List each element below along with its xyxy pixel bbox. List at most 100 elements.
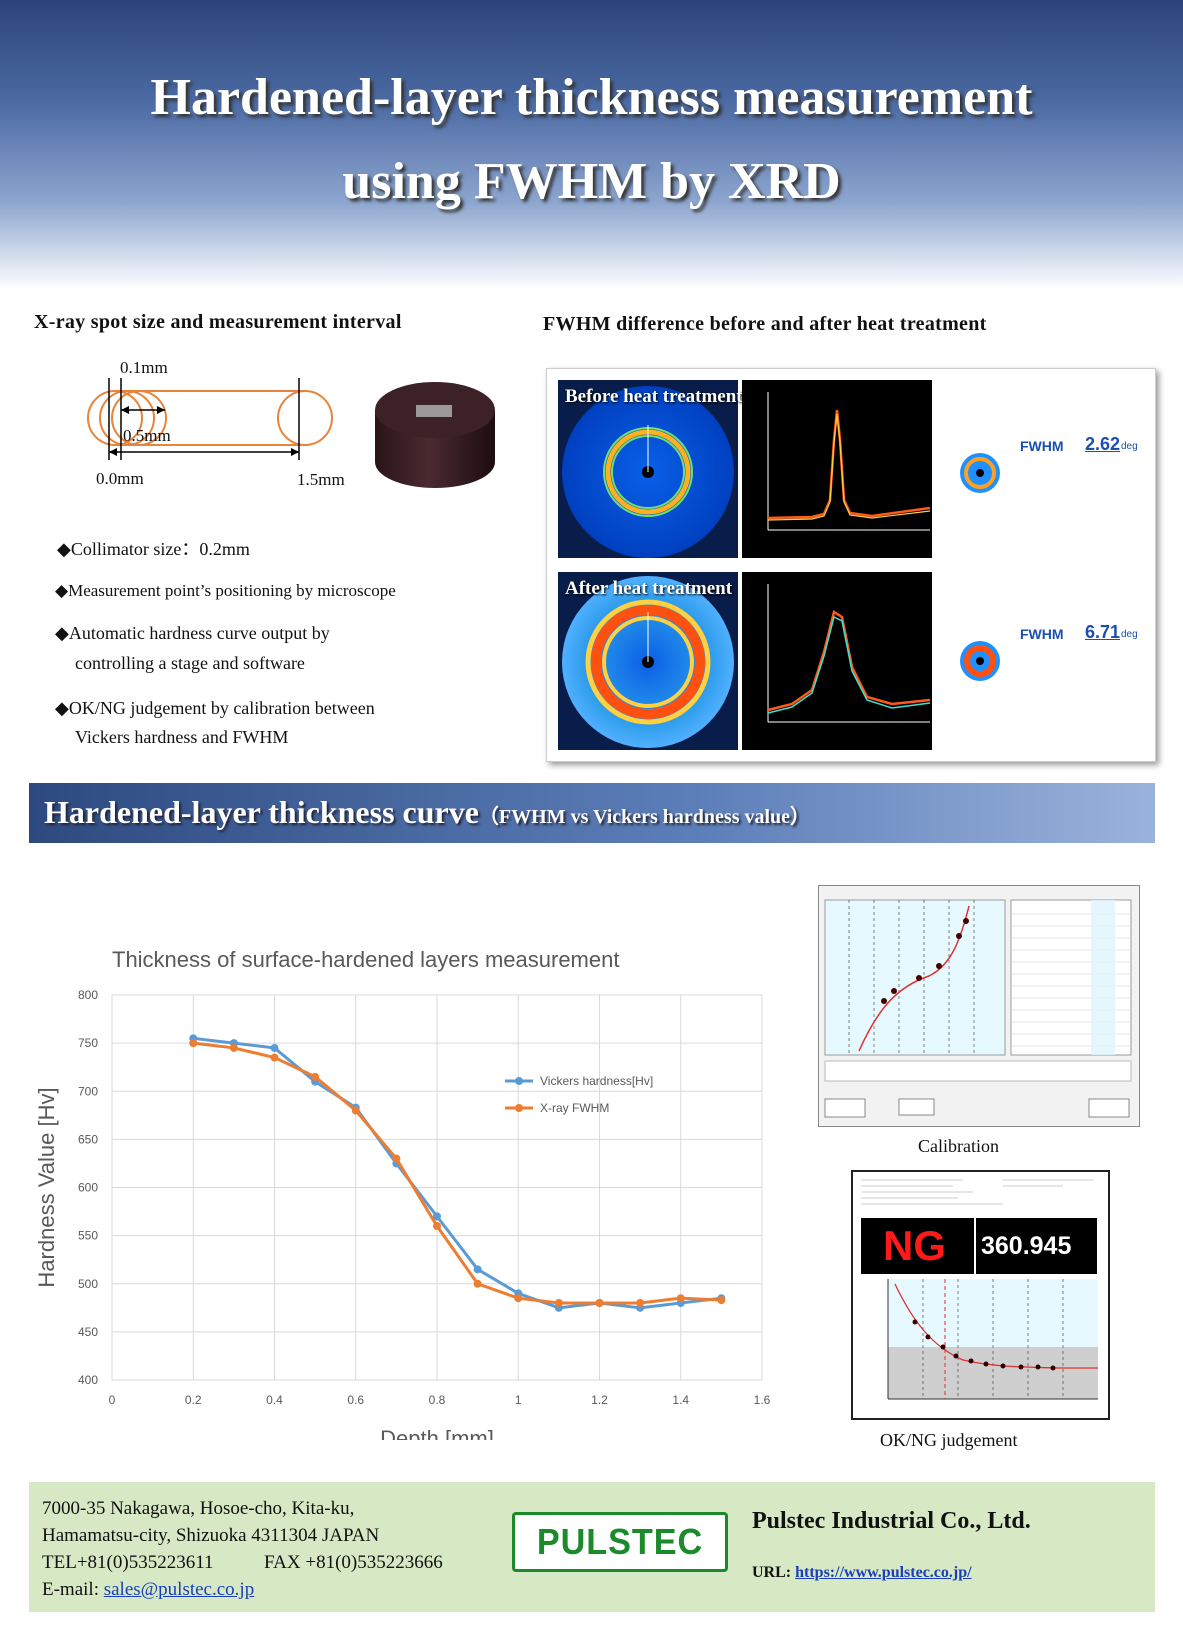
y-tick-label: 600: [78, 1181, 98, 1195]
x-tick-label: 0.8: [429, 1393, 446, 1407]
x-tick-label: 1: [515, 1393, 522, 1407]
bullet-positioning: ◆Measurement point’s positioning by micr…: [55, 581, 396, 600]
footer-url-link[interactable]: https://www.pulstec.co.jp/: [795, 1564, 972, 1581]
label-1-5mm: 1.5mm: [297, 470, 345, 489]
bullet-automatic-2: controlling a stage and software: [75, 653, 305, 673]
data-point-s2: [514, 1294, 523, 1303]
before-fwhm-value: 2.62: [1085, 434, 1121, 454]
x-tick-label: 1.4: [672, 1393, 689, 1407]
x-tick-label: 0.4: [266, 1393, 283, 1407]
data-point-s2: [433, 1222, 441, 1230]
footer-address-2: Hamamatsu-city, Shizuoka 4311304 JAPAN: [42, 1525, 380, 1546]
label-0-5mm: 0.5mm: [123, 426, 171, 445]
spot-heading: X-ray spot size and measurement interval: [34, 311, 402, 333]
y-tick-label: 450: [78, 1325, 98, 1339]
before-fwhm-word: FWHM: [1020, 438, 1064, 454]
fwhm-heading: FWHM difference before and after heat tr…: [543, 313, 987, 335]
data-point-s2: [270, 1053, 279, 1062]
x-tick-label: 0.2: [185, 1393, 202, 1407]
section-banner: [29, 783, 1155, 843]
sample-photo: [375, 382, 495, 488]
judgement-divider: [974, 1218, 976, 1274]
chart-background: [30, 915, 780, 1440]
y-tick-label: 400: [78, 1373, 98, 1387]
data-point-s2: [554, 1299, 563, 1307]
bullet-okng-2: Vickers hardness and FWHM: [75, 727, 289, 747]
data-point-s2: [392, 1154, 401, 1163]
x-tick-label: 0.6: [347, 1393, 364, 1407]
page-title-line2: using FWHM by XRD: [342, 153, 841, 210]
before-label: Before heat treatment: [565, 386, 743, 407]
footer-email-link[interactable]: sales@pulstec.co.jp: [103, 1579, 255, 1600]
after-fwhm-word: FWHM: [1020, 626, 1064, 642]
calibration-caption: Calibration: [918, 1136, 999, 1156]
label-0-1mm: 0.1mm: [120, 358, 168, 377]
x-tick-label: 1.2: [591, 1393, 608, 1407]
footer-email-row: E-mail: sales@pulstec.co.jp: [42, 1576, 254, 1603]
footer-url-label: URL:: [752, 1564, 796, 1581]
bullet-okng-1: ◆OK/NG judgement by calibration between: [55, 698, 375, 718]
x-axis-label: Depth [mm]: [380, 1426, 494, 1440]
calibration-screenshot: [818, 885, 1140, 1127]
data-point-s2: [189, 1039, 198, 1048]
series-line-1: [193, 1036, 722, 1310]
footer-email-label: E-mail:: [42, 1579, 104, 1600]
y-tick-label: 750: [78, 1036, 98, 1050]
footer-tel: TEL+81(0)535223611: [42, 1552, 214, 1573]
data-point-s2: [717, 1296, 726, 1305]
legend-marker-1: [515, 1077, 523, 1085]
y-tick-label: 500: [78, 1277, 98, 1291]
judgement-caption: OK/NG judgement: [880, 1430, 1018, 1450]
judgement-result-box: [861, 1218, 1097, 1274]
banner-title: Hardened-layer thickness curve（FWHM vs V…: [44, 794, 810, 831]
data-point-s2: [351, 1106, 360, 1115]
footer-address-1: 7000-35 Nakagawa, Hosoe-cho, Kita-ku,: [42, 1498, 355, 1519]
bullet-collimator: ◆Collimator size：0.2mm: [57, 539, 250, 559]
data-point-s2: [595, 1299, 604, 1307]
data-point-s1: [473, 1265, 482, 1274]
after-fwhm-value: 6.71: [1085, 622, 1121, 642]
data-point-s1: [270, 1043, 279, 1052]
judgement-ng: NG: [883, 1222, 946, 1269]
after-ring-image: [558, 572, 738, 750]
after-label: After heat treatment: [565, 578, 733, 599]
y-tick-label: 800: [78, 988, 98, 1002]
data-point-s2: [636, 1299, 645, 1307]
after-fwhm-unit: deg: [1121, 629, 1138, 640]
y-tick-label: 700: [78, 1084, 98, 1098]
footer-fax: FAX +81(0)535223666: [264, 1552, 443, 1573]
header-band: [0, 0, 1183, 290]
before-ring-image: [558, 380, 738, 558]
banner-title-main: Hardened-layer thickness curve: [44, 794, 479, 830]
data-point-s1: [433, 1212, 441, 1221]
data-point-s2: [473, 1279, 482, 1288]
chart-title: Thickness of surface-hardened layers mea…: [112, 947, 619, 972]
before-fwhm-unit: deg: [1121, 441, 1138, 452]
footer-company: Pulstec Industrial Co., Ltd.: [752, 1508, 1031, 1534]
x-tick-label: 1.6: [754, 1393, 771, 1407]
x-tick-label: 0: [109, 1393, 116, 1407]
y-axis-label: Hardness Value [Hv]: [34, 1087, 59, 1287]
spot-diagram: [87, 378, 333, 460]
y-tick-label: 550: [78, 1229, 98, 1243]
hardness-chart: Thickness of surface-hardened layers mea…: [30, 915, 780, 1440]
label-0-0mm: 0.0mm: [96, 469, 144, 488]
after-ring-icon: [960, 641, 1000, 681]
after-peak-plot: [742, 572, 932, 750]
footer-url-row: URL: https://www.pulstec.co.jp/: [752, 1564, 972, 1582]
data-point-s2: [311, 1072, 320, 1081]
pulstec-logo-box: [512, 1512, 728, 1572]
data-point-s2: [676, 1294, 685, 1303]
before-ring-icon: [960, 453, 1000, 493]
banner-subtitle: （FWHM vs Vickers hardness value）: [478, 806, 811, 828]
series-line-2: [193, 1041, 722, 1305]
judgement-value: 360.945: [981, 1232, 1072, 1260]
legend-marker-2: [515, 1104, 523, 1112]
page-title-line1: Hardened-layer thickness measurement: [150, 69, 1033, 126]
y-tick-label: 650: [78, 1132, 98, 1146]
judgement-screenshot: NG 360.945: [851, 1170, 1110, 1420]
bullet-automatic-1: ◆Automatic hardness curve output by: [55, 623, 330, 643]
before-peak-plot: [742, 380, 932, 558]
data-point-s2: [229, 1043, 238, 1052]
pulstec-logo: PULSTEC: [536, 1521, 704, 1562]
